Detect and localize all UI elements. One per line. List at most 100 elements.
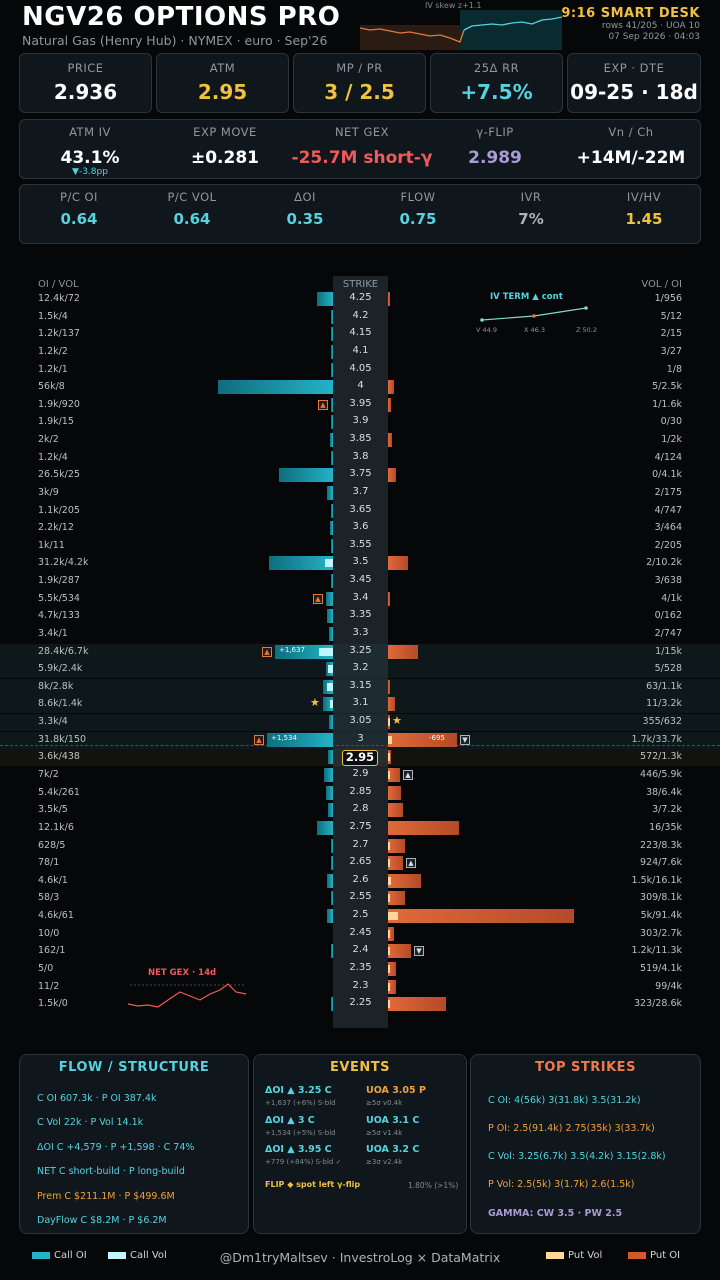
ladder-row[interactable]: 1.5k/0 2.25 323/28.6k xyxy=(0,996,720,1013)
ladder-row[interactable]: 26.5k/25 3.75 0/4.1k xyxy=(0,467,720,484)
strike-price: 3 xyxy=(357,733,364,744)
kpi-value: +7.5% xyxy=(460,80,533,104)
legend-label: Call OI xyxy=(54,1250,87,1261)
stat-label: EXP MOVE xyxy=(193,125,257,139)
call-oi-bar xyxy=(324,768,333,782)
ladder-row[interactable]: 58/3 2.55 309/8.1k xyxy=(0,890,720,907)
legend-call-vol: Call Vol xyxy=(108,1250,167,1261)
strike-price: 3.5 xyxy=(352,556,369,567)
ladder-row[interactable]: 28.4k/6.7k 3.25 1/15k ▲ +1,637 xyxy=(0,644,720,661)
stat-label: γ-FLIP xyxy=(476,125,514,139)
ladder-row[interactable]: 12.1k/6 2.75 16/35k xyxy=(0,820,720,837)
kpi-atm: ATM 2.95 xyxy=(156,53,289,113)
top-strikes-line: P Vol: 2.5(5k) 3(1.7k) 2.6(1.5k) xyxy=(488,1179,635,1190)
put-vol-bar xyxy=(388,983,390,991)
panel-title: EVENTS xyxy=(330,1060,390,1075)
ladder-row[interactable]: 628/5 2.7 223/8.3k xyxy=(0,838,720,855)
ladder-row[interactable]: 1.9k/15 3.9 0/30 xyxy=(0,414,720,431)
rows-info: rows 41/205 · UOA 10 xyxy=(601,21,700,31)
ladder-row[interactable]: 3.5k/5 2.8 3/7.2k xyxy=(0,802,720,819)
call-oi-vol: 10/0 xyxy=(38,928,60,939)
ladder-row[interactable]: 10/0 2.45 303/2.7k xyxy=(0,926,720,943)
put-vol-bar xyxy=(388,859,390,867)
ladder-row[interactable]: 1.2k/2 4.1 3/27 xyxy=(0,344,720,361)
put-vol-bar xyxy=(388,894,390,902)
call-vol-bar xyxy=(327,683,333,691)
call-oi-vol: 5.5k/534 xyxy=(38,593,80,604)
kpi-label: EXP · DTE xyxy=(603,61,665,75)
call-oi-bar xyxy=(329,627,333,641)
ladder-row[interactable]: 3.3k/4 3.05 355/632 ★ xyxy=(0,714,720,731)
ladder-row[interactable]: 4.6k/61 2.5 5k/91.4k xyxy=(0,908,720,925)
call-oi-bar xyxy=(331,415,333,429)
stat-value: 2.989 xyxy=(468,148,522,168)
ladder-row[interactable]: 56k/8 4 5/2.5k xyxy=(0,379,720,396)
ladder-row[interactable]: 5/0 2.35 519/4.1k xyxy=(0,961,720,978)
legend-put-vol: Put Vol xyxy=(546,1250,602,1261)
put-oi-bar xyxy=(388,786,401,800)
strike-price: 4 xyxy=(357,380,364,391)
timestamp: 07 Sep 2026 · 04:03 xyxy=(608,32,700,42)
strike-price: 4.1 xyxy=(352,345,369,356)
legend-label: Call Vol xyxy=(130,1250,167,1261)
put-vol-oi: 3/27 xyxy=(660,346,682,357)
ladder-row[interactable]: 3k/9 3.7 2/175 xyxy=(0,485,720,502)
ladder-row[interactable]: 1.5k/4 4.2 5/12 xyxy=(0,309,720,326)
ladder-row[interactable]: 1k/11 3.55 2/205 xyxy=(0,538,720,555)
ladder-row[interactable]: 5.5k/534 3.4 4/1k ▲ xyxy=(0,591,720,608)
put-vol-bar xyxy=(388,965,390,973)
ladder-row[interactable]: 2k/2 3.85 1/2k xyxy=(0,432,720,449)
ladder-row[interactable]: 7k/2 2.9 446/5.9k ▲ xyxy=(0,767,720,784)
ladder-row[interactable]: 4.6k/1 2.6 1.5k/16.1k xyxy=(0,873,720,890)
put-vol-bar xyxy=(388,1000,390,1008)
ladder-row[interactable]: 5.4k/261 2.85 38/6.4k xyxy=(0,785,720,802)
ladder-row[interactable]: 1.9k/920 3.95 1/1.6k ▲ xyxy=(0,397,720,414)
ladder-row[interactable]: 11/2 2.3 99/4k xyxy=(0,979,720,996)
call-oi-vol: 4.6k/61 xyxy=(38,910,74,921)
strike-price: 3.8 xyxy=(352,451,369,462)
ladder-row[interactable]: 162/1 2.4 1.2k/11.3k ▼ xyxy=(0,943,720,960)
ladder-row[interactable]: 1.9k/287 3.45 3/638 xyxy=(0,573,720,590)
event-detail: +779 (+84%) S-bld ✓ xyxy=(265,1158,342,1166)
ladder-row[interactable]: 78/1 2.65 924/7.6k ▲ xyxy=(0,855,720,872)
ladder-row[interactable]: 8.6k/1.4k 3.1 11/3.2k ★ xyxy=(0,696,720,713)
stats-panel: ATM IV 43.1% ▼-3.8pp EXP MOVE ±0.281 NET… xyxy=(19,119,701,179)
ladder-row[interactable]: 4.7k/133 3.35 0/162 xyxy=(0,608,720,625)
put-oi-bar xyxy=(388,803,403,817)
call-oi-vol: 3k/9 xyxy=(38,487,59,498)
ladder-row[interactable]: 12.4k/72 4.25 1/956 xyxy=(0,291,720,308)
ratio-value: 0.35 xyxy=(286,210,324,228)
page-title: NGV26 OPTIONS PRO xyxy=(22,2,341,32)
ladder-row[interactable]: 1.2k/137 4.15 2/15 xyxy=(0,326,720,343)
call-oi-change-tag: +1,534 xyxy=(271,734,297,742)
flow-line: DayFlow C $8.2M · P $6.2M xyxy=(37,1215,167,1226)
put-oi-bar xyxy=(388,891,405,905)
kpi-value: 3 / 2.5 xyxy=(324,80,395,104)
strike-price: 3.95 xyxy=(349,398,372,409)
strike-price: 2.8 xyxy=(352,803,369,814)
call-oi-vol: 56k/8 xyxy=(38,381,65,392)
event-detail: ≥5σ v0.4k xyxy=(366,1099,403,1107)
put-oi-bar xyxy=(388,768,400,782)
kpi-label: MP / PR xyxy=(336,61,383,75)
ladder-row[interactable]: 1.1k/205 3.65 4/747 xyxy=(0,503,720,520)
put-vol-oi: 4/124 xyxy=(654,452,682,463)
legend-label: Put Vol xyxy=(568,1250,603,1261)
ladder-row[interactable]: 31.8k/150 3 1.7k/33.7k ▲ +1,534 -695 ▼ xyxy=(0,732,720,749)
ladder-row[interactable]: 31.2k/4.2k 3.5 2/10.2k xyxy=(0,555,720,572)
ladder-row[interactable]: 1.2k/1 4.05 1/8 xyxy=(0,362,720,379)
call-oi-vol: 1.2k/137 xyxy=(38,328,80,339)
put-oi-bar xyxy=(388,839,405,853)
put-vol-oi: 446/5.9k xyxy=(640,769,682,780)
ladder-row[interactable]: 3.6k/438 2.95 572/1.3k xyxy=(0,749,720,766)
ladder-row[interactable]: 2.2k/12 3.6 3/464 xyxy=(0,520,720,537)
ladder-row[interactable]: 3.4k/1 3.3 2/747 xyxy=(0,626,720,643)
call-oi-vol: 3.5k/5 xyxy=(38,804,68,815)
event-detail: +1,534 (+5%) S-bld xyxy=(265,1129,336,1137)
call-oi-bar xyxy=(331,839,333,853)
ladder-row[interactable]: 1.2k/4 3.8 4/124 xyxy=(0,450,720,467)
ladder-row[interactable]: 5.9k/2.4k 3.2 5/528 xyxy=(0,661,720,678)
put-vol-bar xyxy=(388,771,390,779)
header-meta: 9:16 SMART DESK rows 41/205 · UOA 10 07 … xyxy=(561,6,700,43)
ladder-row[interactable]: 8k/2.8k 3.15 63/1.1k xyxy=(0,679,720,696)
